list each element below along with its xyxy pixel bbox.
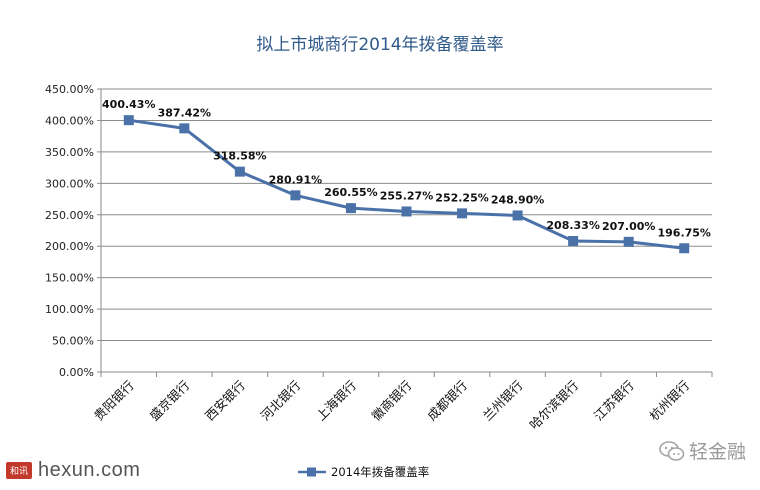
y-tick-label: 350.00% [45, 146, 94, 159]
data-label: 280.91% [269, 173, 322, 186]
x-tick-label: 江苏银行 [591, 378, 637, 424]
data-label: 208.33% [546, 219, 599, 232]
data-point [290, 190, 301, 201]
y-tick-label: 400.00% [45, 114, 94, 127]
data-label: 248.90% [491, 193, 544, 206]
x-tick-label: 盛京银行 [146, 378, 192, 424]
y-tick-label: 450.00% [45, 83, 94, 96]
data-point [457, 208, 468, 219]
wechat-icon [659, 440, 685, 461]
data-point [568, 235, 579, 246]
data-label: 260.55% [324, 186, 377, 199]
data-point [679, 243, 690, 254]
x-tick-label: 贵阳银行 [91, 378, 137, 424]
x-tick-label: 西安银行 [202, 378, 248, 424]
y-tick-label: 150.00% [45, 272, 94, 285]
data-label: 400.43% [102, 98, 155, 111]
series-line [128, 118, 685, 250]
chart-title: 拟上市城商行2014年拨备覆盖率 [256, 35, 503, 55]
y-tick-label: 200.00% [45, 240, 94, 253]
y-tick-label: 0.00% [59, 366, 94, 379]
data-label: 387.42% [158, 106, 211, 119]
data-label: 255.27% [380, 189, 433, 202]
series-2014 [123, 115, 690, 254]
y-tick-label: 50.00% [52, 335, 94, 348]
qingjinrong-name: 轻金融 [688, 441, 746, 463]
legend-marker [307, 467, 316, 477]
data-label: 207.00% [602, 220, 655, 233]
legend: 2014年拨备覆盖率 [298, 465, 429, 479]
x-tick-label: 成都银行 [424, 378, 470, 424]
x-tick-label: 杭州银行 [646, 378, 692, 424]
qingjinrong-watermark: 轻金融 [659, 437, 746, 464]
data-point [401, 206, 412, 217]
x-tick-label: 上海银行 [313, 378, 359, 424]
data-point [123, 115, 134, 126]
data-label: 196.75% [657, 226, 710, 239]
legend-label: 2014年拨备覆盖率 [331, 465, 429, 479]
data-label: 252.25% [435, 191, 488, 204]
x-axis-ticks: 贵阳银行 盛京银行 西安银行 河北银行 上海银行 徽商银行 成都银行 兰州银行 哈尔滨银行 江苏银… [91, 378, 692, 433]
data-labels: 400.43%387.42% 318.58%280.91%260.55% 255.2… [102, 98, 711, 239]
x-tick-label: 哈尔滨银行 [526, 378, 581, 433]
x-tick-label: 河北银行 [258, 378, 304, 424]
data-point [234, 166, 245, 177]
hexun-logo: 和讯 [6, 462, 33, 479]
data-point [179, 123, 190, 134]
data-label: 318.58% [213, 150, 266, 163]
y-tick-label: 300.00% [45, 177, 94, 190]
data-point [512, 210, 523, 221]
hexun-site-text: hexun.com [38, 459, 141, 481]
y-tick-label: 100.00% [45, 303, 94, 316]
x-tick-label: 徽商银行 [369, 378, 415, 424]
data-point [623, 236, 634, 247]
data-point [345, 203, 356, 214]
y-tick-label: 250.00% [45, 209, 94, 222]
hexun-watermark: 和讯 hexun.com [6, 459, 140, 482]
y-axis-ticks: 0.00% 50.00% 100.00% 150.00% 200.00% 250.00% 3… [45, 83, 94, 379]
x-tick-label: 兰州银行 [480, 378, 526, 424]
